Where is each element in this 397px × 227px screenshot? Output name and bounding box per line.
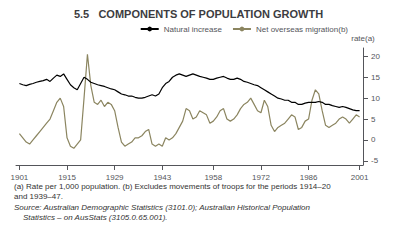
svg-text:20: 20 <box>371 52 380 61</box>
svg-text:1929: 1929 <box>106 173 124 182</box>
svg-text:1972: 1972 <box>252 173 270 182</box>
svg-text:2001: 2001 <box>351 173 369 182</box>
svg-text:1943: 1943 <box>153 173 171 182</box>
svg-text:5.5 COMPONENTS OF POPULATION: 5.5 COMPONENTS OF POPULATION GROWTH <box>74 8 323 20</box>
svg-text:1901: 1901 <box>11 173 29 182</box>
svg-text:5: 5 <box>371 115 376 124</box>
svg-text:1915: 1915 <box>58 173 76 182</box>
svg-text:(a) Rate per 1,000 population.: (a) Rate per 1,000 population. (b) Exclu… <box>14 182 331 191</box>
svg-text:0: 0 <box>371 135 376 144</box>
svg-text:10: 10 <box>371 94 380 103</box>
svg-text:rate(a): rate(a) <box>351 34 375 43</box>
svg-text:1986: 1986 <box>300 173 318 182</box>
svg-text:Source: Australian Demographic: Source: Australian Demographic Statistic… <box>14 203 311 212</box>
svg-text:and 1939–47.: and 1939–47. <box>14 192 63 201</box>
svg-text:Statistics – on AusStats (3105: Statistics – on AusStats (3105.0.65.001)… <box>14 213 168 222</box>
svg-text:-5: -5 <box>371 156 379 165</box>
svg-text:1958: 1958 <box>204 173 222 182</box>
svg-text:Net overseas migration(b): Net overseas migration(b) <box>256 25 348 34</box>
svg-text:15: 15 <box>371 73 380 82</box>
svg-text:Natural increase: Natural increase <box>164 25 223 34</box>
